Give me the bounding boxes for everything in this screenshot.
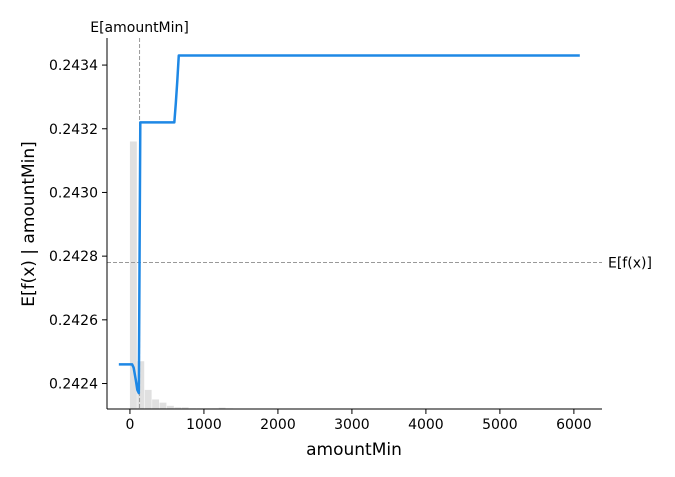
y-tick-label: 0.2430 xyxy=(49,185,98,201)
x-tick-label: 1000 xyxy=(186,417,222,433)
y-tick-label: 0.2434 xyxy=(49,58,98,74)
x-tick-label: 0 xyxy=(125,417,134,433)
histogram-bar xyxy=(160,403,167,409)
x-tick-label: 3000 xyxy=(334,417,370,433)
y-tick-label: 0.2424 xyxy=(49,377,98,393)
histogram-layer xyxy=(130,141,233,409)
expected-x-label: E[amountMin] xyxy=(90,20,189,36)
histogram-bar xyxy=(145,390,152,409)
y-axis-title: E[f(x) | amountMin] xyxy=(19,141,39,307)
series-layer xyxy=(119,56,580,394)
y-tick-label: 0.2432 xyxy=(49,122,98,138)
y-tick-label: 0.2426 xyxy=(49,313,98,329)
expected-y-label: E[f(x)] xyxy=(608,256,652,272)
x-tick-label: 5000 xyxy=(482,417,518,433)
reference-lines: E[amountMin] E[f(x)] xyxy=(90,20,652,409)
histogram-bar xyxy=(152,399,159,409)
y-tick-label: 0.2428 xyxy=(49,249,98,265)
x-tick-label: 6000 xyxy=(556,417,592,433)
x-tick-label: 2000 xyxy=(260,417,296,433)
x-tick-label: 4000 xyxy=(408,417,444,433)
x-axis-title: amountMin xyxy=(306,440,402,460)
pdp-line xyxy=(119,56,580,394)
